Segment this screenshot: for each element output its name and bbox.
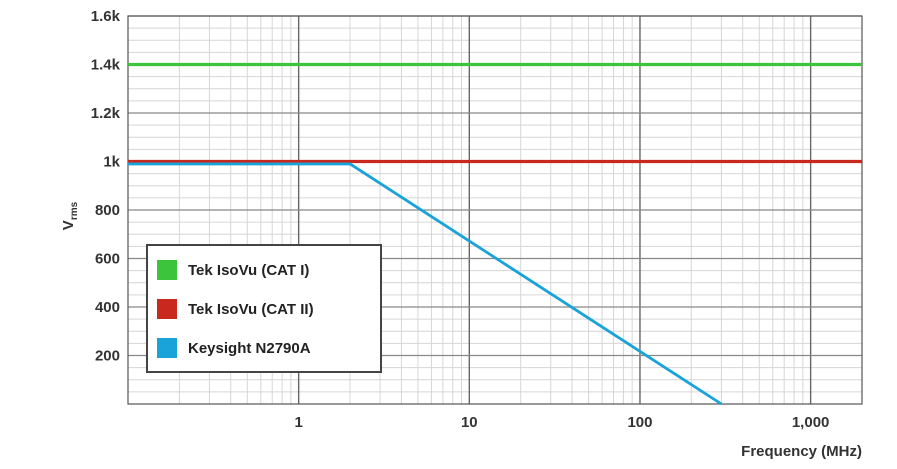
tick-labels: 1 10 100 1,000 200 400 600 800 1k 1.2k 1.4k 1.6k (91, 8, 830, 431)
x-tick-label: 1 (294, 414, 302, 431)
legend-label: Keysight N2790A (188, 340, 311, 357)
y-axis-title-subscript: rms (69, 201, 80, 220)
y-tick-label: 600 (95, 251, 120, 268)
legend-label: Tek IsoVu (CAT II) (188, 301, 314, 318)
y-tick-label: 1.2k (91, 105, 121, 122)
svg-text:Vrms: Vrms (60, 201, 80, 230)
legend: Tek IsoVu (CAT I) Tek IsoVu (CAT II) Keysi… (146, 244, 382, 373)
y-axis-title-main: V (60, 220, 77, 230)
y-tick-label: 400 (95, 299, 120, 316)
series-line-3 (128, 162, 723, 406)
x-tick-label: 10 (461, 414, 478, 431)
y-tick-label: 800 (95, 202, 120, 219)
y-tick-label: 1.4k (91, 57, 121, 74)
legend-swatch (157, 299, 177, 319)
legend-swatch (157, 260, 177, 280)
series-layer (128, 62, 862, 406)
x-tick-label: 1,000 (792, 414, 830, 431)
x-axis-title: Frequency (MHz) (741, 443, 862, 460)
y-tick-label: 1k (103, 154, 120, 171)
y-tick-label: 1.6k (91, 8, 121, 25)
legend-box (146, 244, 382, 373)
y-tick-label: 200 (95, 348, 120, 365)
legend-swatch (157, 338, 177, 358)
x-tick-label: 100 (627, 414, 652, 431)
plot-frame (127, 15, 863, 405)
legend-label: Tek IsoVu (CAT I) (188, 262, 309, 279)
y-axis-title: Vrms (60, 201, 80, 230)
